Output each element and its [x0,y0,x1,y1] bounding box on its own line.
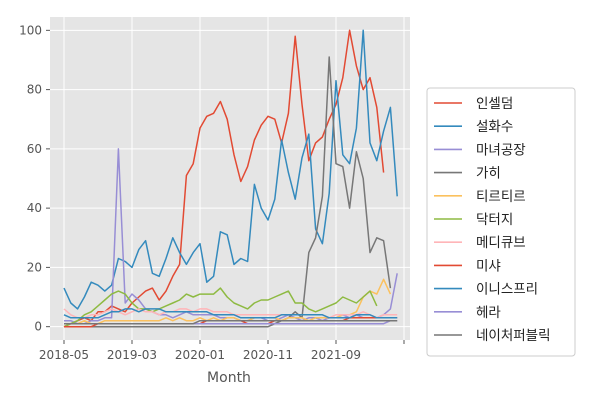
legend-label: 마녀공장 [476,142,526,158]
legend-label: 닥터지 [476,212,513,228]
series-line [63,308,398,319]
legend-label: 미샤 [476,258,501,274]
series-line [63,287,378,328]
legend-label: 인셀덤 [476,96,513,112]
series-line [63,308,398,319]
legend-box [426,87,576,357]
x-tick-label: 2020-11 [243,348,293,362]
x-tick-label: 2018-05 [39,348,89,362]
y-tick-label: 20 [27,260,42,274]
y-tick-label: 60 [27,142,42,156]
y-tick-label: 80 [27,83,42,97]
series-line [64,319,398,325]
legend-label: 설화수 [476,119,513,135]
legend-label: 메디큐브 [476,235,526,251]
legend-label: 네이처퍼블릭 [476,328,551,344]
legend-label: 헤라 [476,305,501,321]
series-line [64,56,392,328]
legend-label: 이니스프리 [476,282,538,298]
x-tick-label: 2019-03 [107,348,157,362]
x-tick-label: 2021-09 [311,348,361,362]
x-tick-label: 2020-01 [175,348,225,362]
series-line [63,29,398,310]
y-tick-label: 100 [19,23,42,37]
legend-label: 가히 [476,166,501,182]
series-line [63,29,385,328]
y-tick-label: 0 [34,320,42,334]
legend-label: 티르티르 [476,189,526,205]
y-tick-label: 40 [27,201,42,215]
x-axis-title: Month [207,370,251,386]
